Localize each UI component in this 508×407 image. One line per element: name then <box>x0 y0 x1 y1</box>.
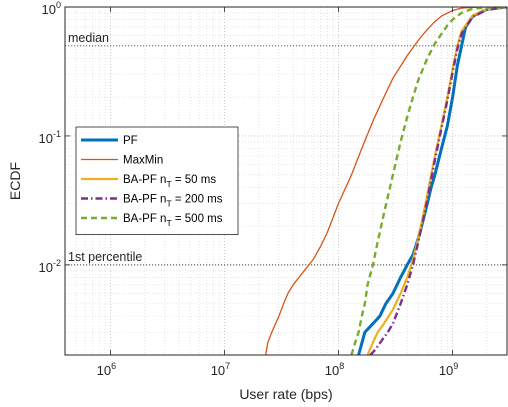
y-tick-label: 10-2 <box>39 258 61 275</box>
legend-label-subscript: T <box>166 199 171 209</box>
x-tick-base: 10 <box>97 363 111 378</box>
legend-box <box>75 126 239 235</box>
y-tick-base: 10 <box>42 2 56 17</box>
series-line <box>369 7 507 355</box>
x-tick-base: 10 <box>325 363 339 378</box>
x-tick-label: 106 <box>97 361 116 378</box>
series-line <box>265 7 507 355</box>
tick-marks <box>65 6 507 355</box>
legend-label: MaxMin <box>123 155 163 167</box>
reference-line-label: 1st percentile <box>68 250 142 264</box>
y-tick-label: 100 <box>42 0 61 17</box>
legend-label-subscript: T <box>166 179 171 189</box>
legend-label-text: BA-PF n <box>123 194 166 206</box>
reference-line-label: median <box>68 31 109 45</box>
y-tick-base: 10 <box>39 131 53 146</box>
x-tick-base: 10 <box>439 363 453 378</box>
x-axis-label: User rate (bps) <box>239 386 332 402</box>
y-axis-label: ECDF <box>7 162 23 200</box>
legend-label-text: MaxMin <box>123 155 163 167</box>
y-tick-exponent: -2 <box>53 258 61 268</box>
legend-label: PF <box>123 135 138 147</box>
y-tick-exponent: 0 <box>56 0 61 10</box>
reference-lines: median 1st percentile <box>65 31 507 266</box>
series-lines <box>265 7 507 355</box>
legend-label-text: PF <box>123 135 138 147</box>
y-tick-base: 10 <box>39 260 53 275</box>
x-tick-label: 108 <box>325 361 344 378</box>
axes-box <box>64 6 508 356</box>
series-line <box>366 7 507 355</box>
legend-label-text: BA-PF n <box>123 174 166 186</box>
x-tick-exponent: 8 <box>339 361 344 371</box>
x-tick-exponent: 6 <box>111 361 116 371</box>
series-line <box>350 7 507 355</box>
y-tick-exponent: -1 <box>53 129 61 139</box>
legend-label-tail: = 50 ms <box>172 174 217 186</box>
legend-label-subscript: T <box>166 218 171 228</box>
x-tick-label: 109 <box>439 361 458 378</box>
legend-label: BA-PF nT = 50 ms <box>123 174 216 189</box>
y-tick-label: 10-1 <box>39 129 61 146</box>
legend-label: BA-PF nT = 200 ms <box>123 194 223 209</box>
legend-label-text: BA-PF n <box>123 213 166 225</box>
legend-label-tail: = 200 ms <box>172 194 223 206</box>
legend-label: BA-PF nT = 500 ms <box>123 213 223 228</box>
x-tick-base: 10 <box>211 363 225 378</box>
x-tick-exponent: 7 <box>225 361 230 371</box>
series-line <box>357 7 507 355</box>
legend-label-tail: = 500 ms <box>172 213 223 225</box>
x-tick-label: 107 <box>211 361 230 378</box>
x-tick-exponent: 9 <box>453 361 458 371</box>
